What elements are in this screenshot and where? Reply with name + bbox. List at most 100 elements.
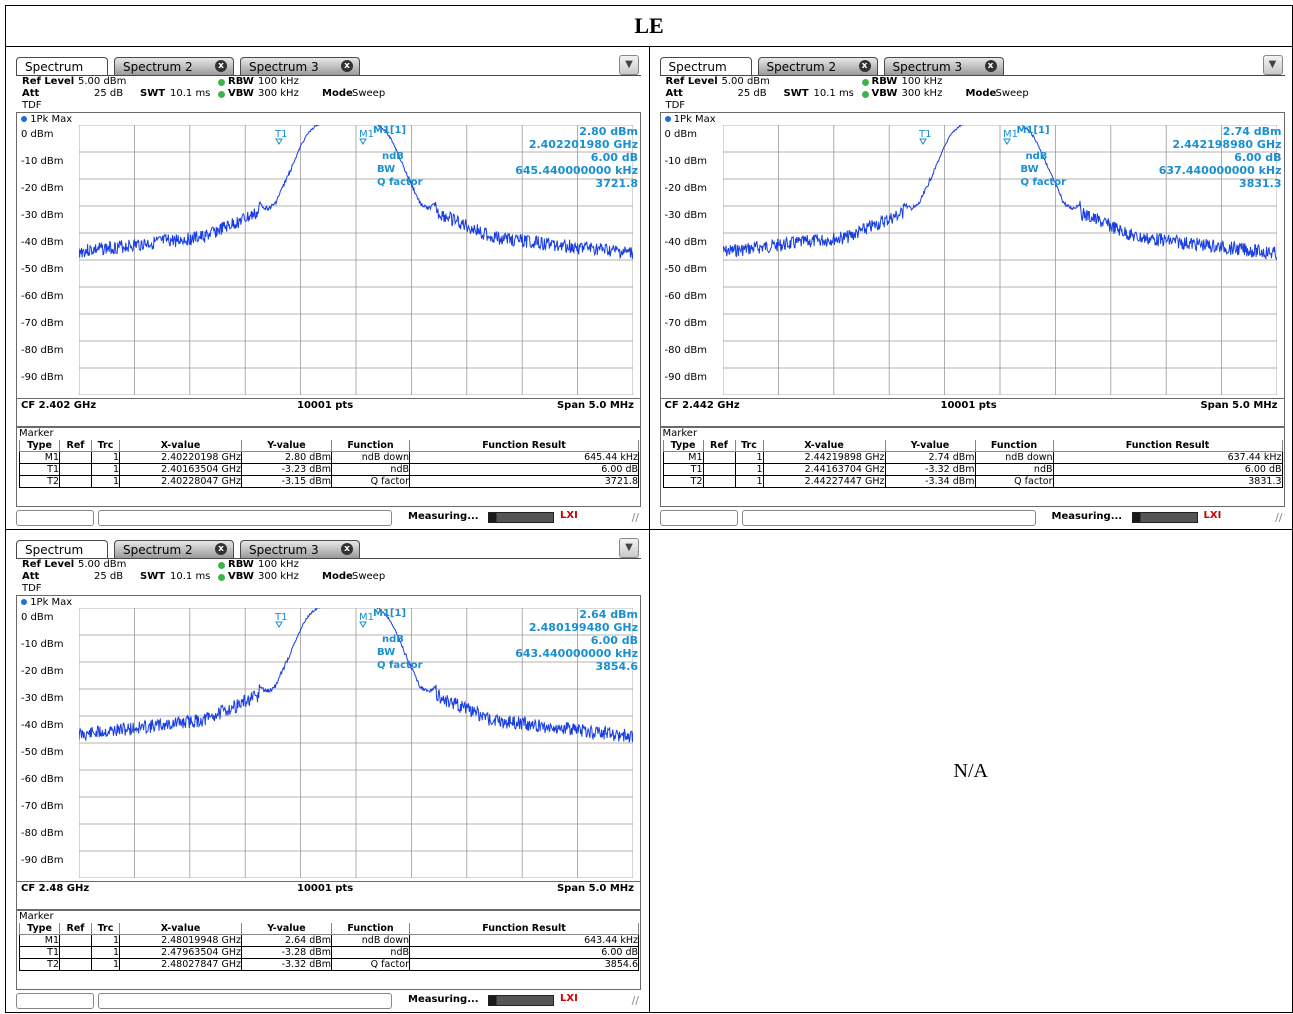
status-field-main	[741, 510, 1036, 526]
ref-level-label: Ref Level	[22, 76, 75, 87]
ndb-label: ndB	[1025, 151, 1048, 162]
vbw-label: VBW	[871, 88, 898, 99]
rbw-indicator-icon	[218, 562, 225, 569]
table-row[interactable]: T2 1 2.48027847 GHz -3.32 dBm Q factor 3854.6	[19, 958, 639, 971]
table-row[interactable]: M1 1 2.40220198 GHz 2.80 dBm ndB down 645.44 …	[19, 451, 639, 464]
tab-spectrum[interactable]: Spectrum	[16, 540, 108, 558]
y-tick-label: -10 dBm	[21, 639, 64, 650]
spectrum-plot: T1 M1	[722, 125, 1277, 395]
marker-result-bw: 637.440000000 kHz	[1158, 164, 1282, 177]
vbw-indicator-icon	[218, 574, 225, 581]
bw-label: BW	[1020, 164, 1039, 175]
y-tick-label: -30 dBm	[664, 210, 707, 221]
tab-spectrum-2[interactable]: Spectrum 2 x	[757, 57, 878, 75]
tab-bar: Spectrum Spectrum 2 x Spectrum 3 x ▼	[16, 55, 641, 76]
marker-cell: ndB	[331, 463, 410, 476]
tab-label: Spectrum	[25, 543, 84, 557]
tab-spectrum-2[interactable]: Spectrum 2 x	[114, 540, 234, 558]
ndb-label: ndB	[382, 151, 404, 162]
marker-flag: T1	[918, 129, 931, 140]
marker-cell	[59, 958, 92, 971]
trace-indicator-icon	[21, 116, 27, 122]
resize-grip-icon[interactable]: ∕∕	[631, 994, 639, 1007]
status-field-main	[98, 993, 392, 1009]
trace-name: 1Pk Max	[30, 597, 73, 608]
marker-result-freq: 2.402201980 GHz	[528, 138, 638, 151]
tab-spectrum-3[interactable]: Spectrum 3 x	[240, 57, 360, 75]
mode-label: Mode	[322, 571, 353, 582]
spectrum-diagram[interactable]: 1Pk Max 0 dBm -10 dBm -20 dBm -30 dBm -40 dB…	[16, 112, 641, 427]
y-tick-label: 0 dBm	[21, 612, 54, 623]
table-row[interactable]: T2 1 2.40228047 GHz -3.15 dBm Q factor 3721.8	[19, 475, 639, 488]
q-factor-label: Q factor	[1020, 177, 1067, 188]
close-icon[interactable]: x	[984, 60, 997, 72]
spectrum-trace	[79, 608, 633, 743]
close-icon[interactable]: x	[215, 543, 227, 555]
marker-grid: Type Ref Trc X-value Y-value Function Function…	[19, 923, 639, 971]
table-row[interactable]: M1 1 2.44219898 GHz 2.74 dBm ndB down 637.44 …	[662, 451, 1283, 464]
center-frequency: CF 2.48 GHz	[21, 883, 90, 894]
menu-icon[interactable]: ▼	[619, 55, 639, 75]
marker-column-header: Ref	[702, 440, 736, 452]
q-factor-label: Q factor	[377, 177, 423, 188]
y-tick-label: -60 dBm	[21, 774, 64, 785]
tab-label: Spectrum	[25, 60, 84, 74]
spectrum-diagram[interactable]: 1Pk Max 0 dBm -10 dBm -20 dBm -30 dBm -40 dB…	[659, 112, 1285, 427]
table-title: LE	[5, 5, 1293, 47]
marker-cell: 1	[91, 475, 120, 488]
marker-table-title: Marker	[19, 428, 54, 439]
marker-cell: M1	[19, 934, 60, 947]
att-value: 25 dB	[737, 88, 767, 99]
spectrum-plot: T1 M1	[79, 608, 633, 878]
tab-spectrum-3[interactable]: Spectrum 3 x	[883, 57, 1004, 75]
tab-spectrum-2[interactable]: Spectrum 2 x	[114, 57, 234, 75]
menu-icon[interactable]: ▼	[619, 538, 639, 558]
marker-cell: 3854.6	[409, 958, 639, 971]
ref-level-value: 5.00 dBm	[78, 559, 127, 570]
close-icon[interactable]: x	[341, 60, 353, 72]
y-tick-label: -40 dBm	[664, 237, 707, 248]
resize-grip-icon[interactable]: ∕∕	[631, 511, 639, 524]
y-tick-label: -10 dBm	[21, 156, 64, 167]
swt-label: SWT	[783, 88, 809, 99]
marker-column-header: Function	[331, 923, 410, 935]
trace-label: 1Pk Max	[664, 114, 716, 125]
marker-cell: 643.44 kHz	[409, 934, 639, 947]
table-row[interactable]: T1 1 2.47963504 GHz -3.28 dBm ndB 6.00 dB	[19, 946, 639, 959]
close-icon[interactable]: x	[341, 543, 353, 555]
marker-cell: 1	[91, 934, 120, 947]
ndb-label: ndB	[382, 634, 404, 645]
marker-flag: M1	[359, 612, 374, 623]
marker-cell: ndB down	[974, 451, 1054, 464]
marker-cell: T2	[662, 475, 704, 488]
menu-icon[interactable]: ▼	[1262, 55, 1283, 75]
table-row[interactable]: T1 1 2.44163704 GHz -3.32 dBm ndB 6.00 dB	[662, 463, 1283, 476]
marker-column-header: Y-value	[241, 440, 332, 452]
marker-column-header: Trc	[91, 923, 120, 935]
marker-table: Marker Type Ref Trc X-value Y-value Function F…	[16, 910, 641, 990]
table-row[interactable]: T1 1 2.40163504 GHz -3.23 dBm ndB 6.00 dB	[19, 463, 639, 476]
y-tick-label: -90 dBm	[21, 855, 64, 866]
marker-triangle-icon	[275, 621, 283, 628]
resize-grip-icon[interactable]: ∕∕	[1275, 511, 1283, 524]
spectrum-diagram[interactable]: 1Pk Max 0 dBm -10 dBm -20 dBm -30 dBm -40 dB…	[16, 595, 641, 910]
marker-column-header: X-value	[119, 923, 242, 935]
y-tick-label: -20 dBm	[21, 666, 64, 677]
vbw-indicator-icon	[218, 91, 225, 98]
ref-level-value: 5.00 dBm	[78, 76, 127, 87]
marker-column-header: Type	[19, 440, 60, 452]
marker-cell: -3.23 dBm	[241, 463, 332, 476]
tab-spectrum-3[interactable]: Spectrum 3 x	[240, 540, 360, 558]
table-row[interactable]: M1 1 2.48019948 GHz 2.64 dBm ndB down 643.44 …	[19, 934, 639, 947]
marker-column-header: Trc	[734, 440, 764, 452]
tab-spectrum[interactable]: Spectrum	[659, 57, 752, 75]
tab-bar: Spectrum Spectrum 2 x Spectrum 3 x ▼	[659, 55, 1285, 76]
center-frequency: CF 2.402 GHz	[21, 400, 97, 411]
marker-column-header: Function	[974, 440, 1054, 452]
close-icon[interactable]: x	[858, 60, 871, 72]
marker-triangle-icon	[1002, 138, 1011, 145]
swt-value: 10.1 ms	[170, 571, 211, 582]
table-row[interactable]: T2 1 2.44227447 GHz -3.34 dBm Q factor 3831.3	[662, 475, 1283, 488]
close-icon[interactable]: x	[215, 60, 227, 72]
tab-spectrum[interactable]: Spectrum	[16, 57, 108, 75]
